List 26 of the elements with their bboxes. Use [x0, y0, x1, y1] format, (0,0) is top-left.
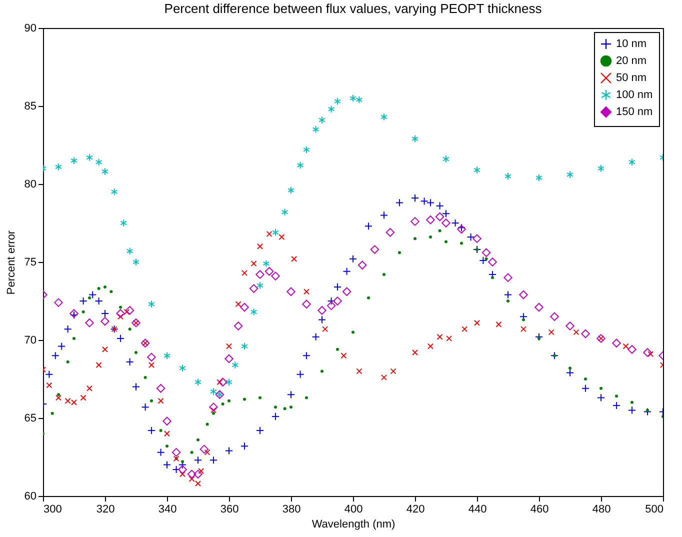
- y-tick-label: 65: [24, 412, 36, 424]
- x-tick-label: 420: [406, 504, 425, 516]
- y-tick-label: 90: [24, 22, 36, 34]
- legend-label: 10 nm: [616, 38, 647, 50]
- x-tick-label: 340: [158, 504, 177, 516]
- y-tick-label: 85: [24, 100, 36, 112]
- x-tick-label: 500: [645, 504, 664, 516]
- y-tick-label: 75: [24, 256, 36, 268]
- x-tick-label: 480: [592, 504, 611, 516]
- legend-label: 150 nm: [616, 106, 653, 118]
- x-tick-label: 300: [44, 504, 62, 516]
- y-tick-label: 60: [24, 490, 36, 502]
- y-axis-title: Percent error: [5, 230, 18, 295]
- y-tick-label: 70: [24, 334, 36, 346]
- legend-label: 50 nm: [616, 72, 647, 84]
- x-tick-label: 380: [282, 504, 301, 516]
- x-tick-label: 460: [530, 504, 549, 516]
- legend-label: 20 nm: [616, 55, 647, 67]
- x-axis-title: Wavelength (nm): [312, 518, 396, 530]
- x-tick-label: 360: [220, 504, 239, 516]
- chart-title: Percent difference between flux values, varying PEOPT thickness: [164, 1, 542, 16]
- y-tick-label: 80: [24, 178, 36, 190]
- x-tick-label: 440: [468, 504, 487, 516]
- x-tick-label: 400: [344, 504, 363, 516]
- legend-label: 100 nm: [616, 89, 653, 101]
- x-tick-label: 320: [96, 504, 115, 516]
